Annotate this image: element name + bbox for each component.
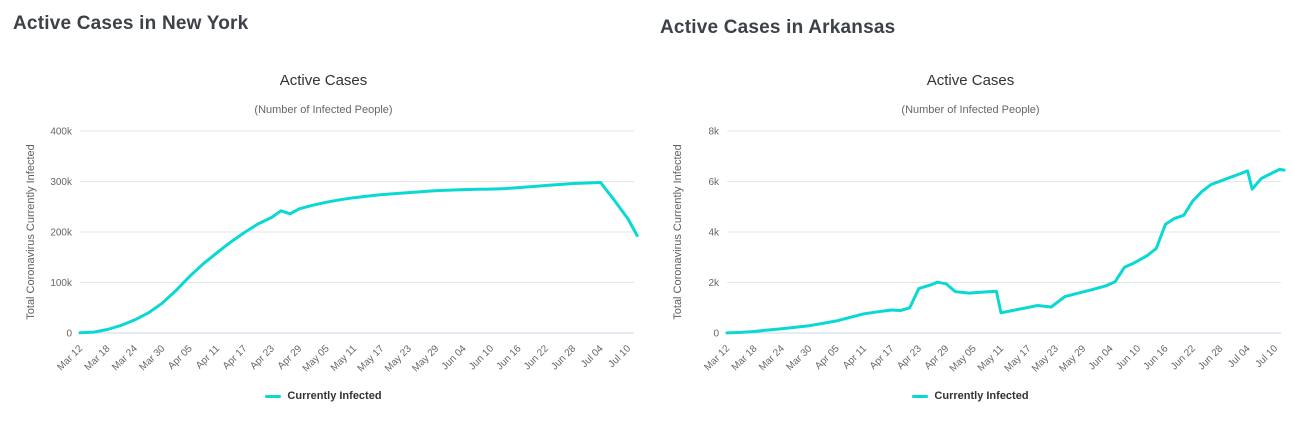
chart-heading-new-york: Active Cases in New York — [13, 13, 249, 34]
x-tick-label: May 23 — [383, 343, 414, 374]
x-tick-label: Jun 16 — [495, 343, 524, 372]
x-tick-label: Apr 29 — [923, 343, 952, 372]
chart-panel-arkansas: Active Cases in Arkansas Active Cases (N… — [647, 0, 1294, 428]
x-tick-label: May 29 — [1057, 343, 1088, 374]
series-line-currently-infected[interactable] — [78, 181, 639, 335]
x-tick-label: May 11 — [976, 343, 1007, 374]
chart-panel-new-york: Active Cases in New York Active Cases (N… — [0, 13, 647, 402]
legend-line-icon — [912, 394, 929, 398]
x-tick-label: Mar 30 — [138, 343, 168, 373]
x-tick-label: Jun 04 — [1087, 343, 1116, 372]
chart-title: Active Cases — [279, 72, 368, 89]
x-tick-label: Jul 10 — [1253, 343, 1280, 370]
x-tick-label: Apr 23 — [248, 343, 277, 372]
chart-heading-arkansas: Active Cases in Arkansas — [660, 17, 896, 38]
legend-line-icon — [265, 394, 282, 398]
x-tick-label: May 23 — [1030, 343, 1061, 374]
x-tick-label: Jun 28 — [1196, 343, 1225, 372]
x-tick-label: Jun 28 — [549, 343, 578, 372]
x-tick-label: Apr 05 — [166, 343, 195, 372]
y-tick-label: 0 — [713, 329, 719, 340]
legend-currently-infected[interactable]: Currently Infected — [0, 390, 647, 402]
y-tick-label: 4k — [708, 228, 720, 239]
legend-currently-infected[interactable]: Currently Infected — [647, 390, 1294, 402]
legend-label: Currently Infected — [287, 390, 382, 402]
chart-title: Active Cases — [926, 72, 1015, 89]
legend-label: Currently Infected — [934, 390, 1029, 402]
x-tick-label: Jun 22 — [1169, 343, 1198, 372]
x-tick-label: Apr 23 — [895, 343, 924, 372]
y-tick-label: 300k — [50, 177, 73, 188]
x-tick-label: Apr 05 — [813, 343, 842, 372]
x-tick-label: Mar 18 — [83, 343, 113, 373]
y-tick-label: 2k — [708, 278, 720, 289]
series-line-currently-infected[interactable] — [725, 167, 1286, 335]
x-tick-label: Jun 04 — [440, 343, 469, 372]
x-tick-label: Mar 18 — [730, 343, 760, 373]
x-tick-label: Apr 29 — [276, 343, 305, 372]
y-tick-label: 0 — [66, 329, 72, 340]
y-axis-title: Total Coronavirus Currently Infected — [25, 144, 37, 319]
x-tick-label: Mar 12 — [702, 343, 732, 373]
x-tick-label: Jun 16 — [1142, 343, 1171, 372]
x-tick-label: Apr 11 — [194, 343, 222, 371]
x-tick-label: Jun 10 — [467, 343, 496, 372]
x-tick-label: Jul 10 — [606, 343, 633, 370]
x-tick-label: Mar 24 — [757, 343, 787, 373]
x-tick-label: May 17 — [1003, 343, 1034, 374]
x-tick-label: May 11 — [329, 343, 360, 374]
x-tick-label: May 05 — [948, 343, 979, 374]
x-tick-label: Apr 11 — [841, 343, 869, 371]
y-tick-label: 8k — [708, 127, 720, 138]
x-tick-label: Jul 04 — [1226, 343, 1253, 370]
x-tick-label: Jun 22 — [522, 343, 551, 372]
x-tick-label: Mar 24 — [110, 343, 140, 373]
chart-subtitle: (Number of Infected People) — [254, 104, 393, 116]
y-axis-title: Total Coronavirus Currently Infected — [672, 144, 684, 319]
y-tick-label: 6k — [708, 177, 720, 188]
chart-subtitle: (Number of Infected People) — [901, 104, 1040, 116]
x-tick-label: May 05 — [301, 343, 332, 374]
x-tick-label: Mar 30 — [785, 343, 815, 373]
y-tick-label: 400k — [50, 127, 73, 138]
x-tick-label: Mar 12 — [55, 343, 85, 373]
x-tick-label: Jul 04 — [579, 343, 606, 370]
y-tick-label: 200k — [50, 228, 73, 239]
x-tick-label: Apr 17 — [868, 343, 897, 372]
x-tick-label: Jun 10 — [1114, 343, 1143, 372]
x-tick-label: May 29 — [410, 343, 441, 374]
y-tick-label: 100k — [50, 278, 73, 289]
x-tick-label: Apr 17 — [221, 343, 250, 372]
x-tick-label: May 17 — [356, 343, 387, 374]
